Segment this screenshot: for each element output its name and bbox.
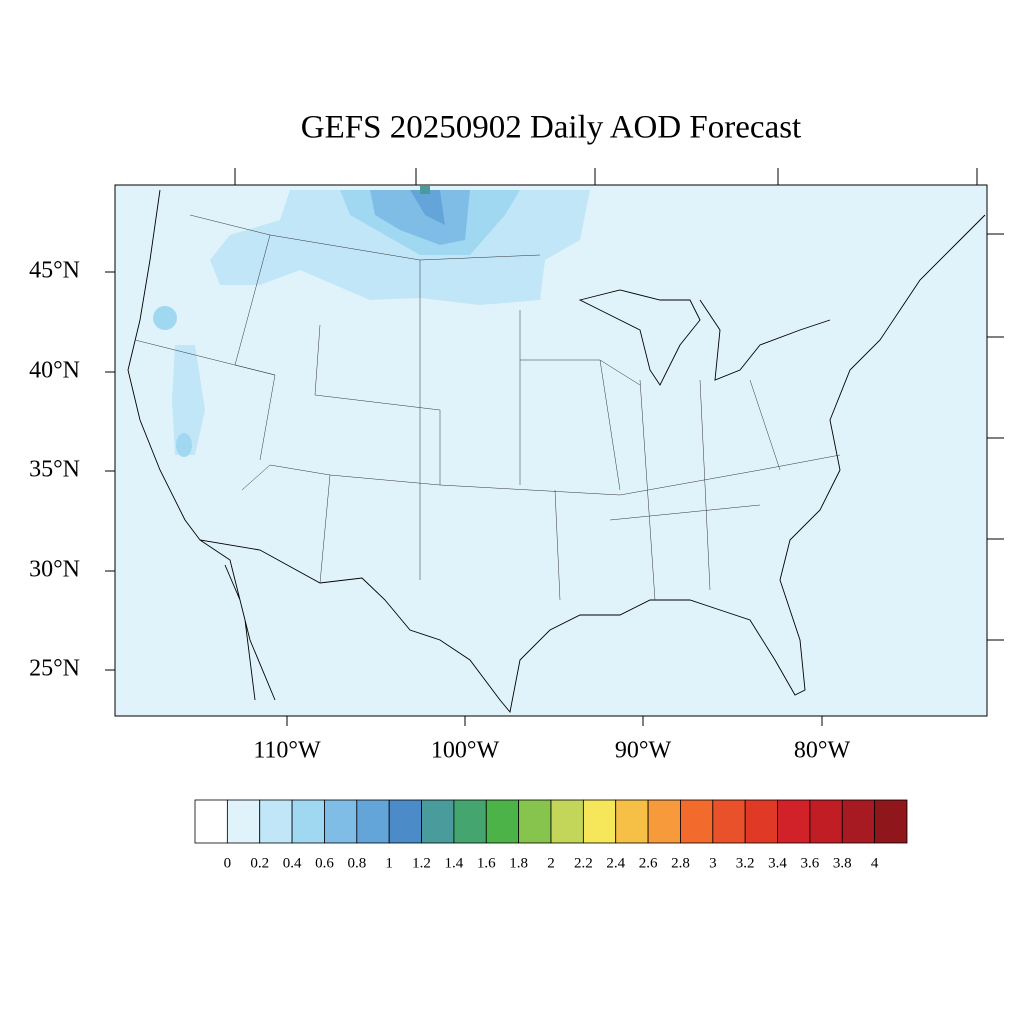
colorbar-label: 1.2 — [412, 855, 431, 871]
colorbar-label: 2.2 — [574, 855, 593, 871]
lat-label: 45°N — [29, 258, 80, 284]
lon-label: 80°W — [794, 738, 851, 764]
colorbar-label: 1.6 — [477, 855, 496, 871]
lat-label: 25°N — [29, 656, 80, 682]
colorbar-label: 3.8 — [833, 855, 852, 871]
colorbar-box — [744, 799, 778, 844]
colorbar-label: 0.4 — [283, 855, 302, 871]
colorbar-label: 0.8 — [347, 855, 366, 871]
colorbar-label: 0.6 — [315, 855, 334, 871]
aod-field — [153, 186, 590, 457]
colorbar-box — [291, 799, 325, 844]
colorbar-label: 3.6 — [801, 855, 820, 871]
colorbar-box — [615, 799, 649, 844]
map — [114, 184, 988, 717]
colorbar-label: 2.8 — [671, 855, 690, 871]
colorbar-box — [874, 799, 908, 844]
colorbar-box — [518, 799, 552, 844]
lon-label: 110°W — [253, 738, 321, 764]
colorbar-label: 2 — [547, 855, 555, 871]
colorbar-label: 3 — [709, 855, 717, 871]
colorbar-box — [421, 799, 455, 844]
colorbar-box — [777, 799, 811, 844]
colorbar-label: 2.4 — [606, 855, 625, 871]
colorbar-label: 1.8 — [509, 855, 528, 871]
colorbar-box — [647, 799, 681, 844]
colorbar-box — [194, 799, 228, 844]
title: GEFS 20250902 Daily AOD Forecast — [301, 110, 801, 146]
colorbar-box — [453, 799, 487, 844]
colorbar-box — [324, 799, 358, 844]
colorbar-box — [550, 799, 584, 844]
colorbar-label: 2.6 — [639, 855, 658, 871]
colorbar-label: 1.4 — [445, 855, 464, 871]
colorbar-box — [259, 799, 293, 844]
lon-label: 100°W — [431, 738, 500, 764]
colorbar-box — [712, 799, 746, 844]
lon-label: 90°W — [615, 738, 672, 764]
colorbar-label: 0.2 — [250, 855, 269, 871]
borders — [134, 214, 841, 601]
lat-label: 40°N — [29, 358, 80, 384]
colorbar-box — [388, 799, 422, 844]
colorbar-box — [582, 799, 617, 844]
colorbar-box — [841, 799, 876, 844]
colorbar-box — [485, 799, 520, 844]
colorbar-label: 0 — [224, 855, 232, 871]
lat-label: 35°N — [29, 457, 80, 483]
colorbar-label: 1 — [385, 855, 393, 871]
lat-label: 30°N — [29, 557, 80, 583]
colorbar-box — [356, 799, 390, 844]
colorbar-box — [226, 799, 261, 844]
colorbar-box — [809, 799, 843, 844]
colorbar: 0 0.2 0.4 0.6 0.8 1 1.2 1.4 1.6 1.8 2 2.2 2.4 2.6 2.8 3… — [194, 799, 908, 871]
axes: 45°N 40°N 35°N 30°N 25°N 110°W 100°W 90°W 80°W — [29, 168, 1004, 764]
coastline — [127, 189, 986, 714]
colorbar-label: 3.2 — [736, 855, 755, 871]
colorbar-label: 4 — [871, 855, 879, 871]
colorbar-box — [680, 799, 714, 844]
colorbar-label: 3.4 — [768, 855, 787, 871]
